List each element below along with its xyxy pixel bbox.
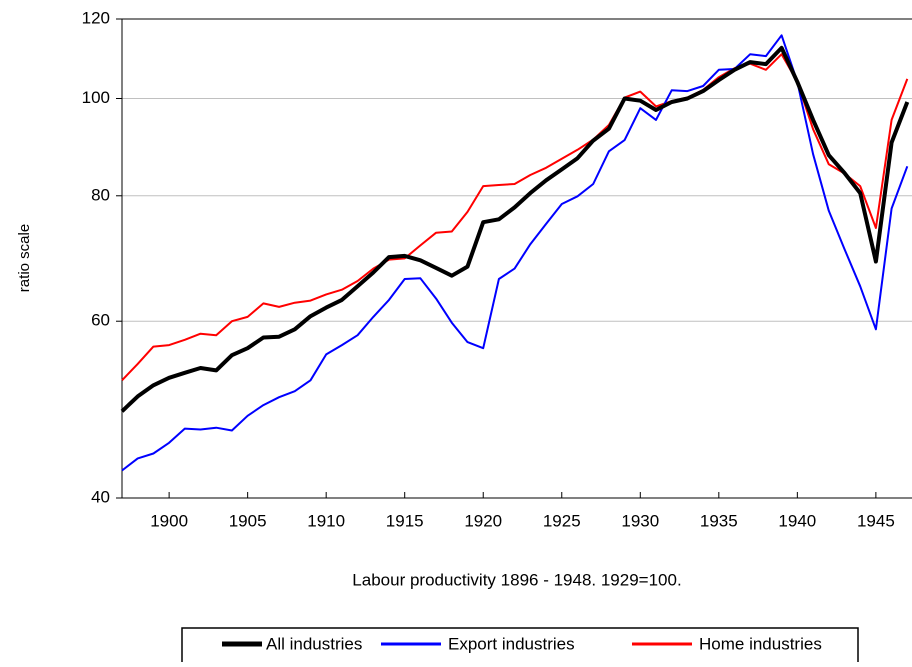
legend-label: Export industries — [448, 634, 575, 653]
plot-frame — [121, 18, 912, 499]
series-line — [121, 53, 909, 381]
x-tick-label: 1935 — [700, 511, 738, 530]
x-tick-label: 1930 — [621, 511, 659, 530]
y-tick-label: 100 — [82, 88, 110, 107]
y-tick-label: 40 — [91, 487, 110, 506]
x-axis-label: Labour productivity 1896 - 1948. 1929=10… — [352, 570, 681, 589]
y-tick-label: 120 — [82, 8, 110, 27]
x-tick-label: 1940 — [778, 511, 816, 530]
legend-label: Home industries — [699, 634, 822, 653]
x-tick-label: 1920 — [464, 511, 502, 530]
y-tick-label: 60 — [91, 311, 110, 330]
x-tick-label: 1925 — [543, 511, 581, 530]
y-axis-label: ratio scale — [16, 224, 33, 292]
x-tick-label: 1945 — [857, 511, 895, 530]
x-tick-label: 1905 — [229, 511, 267, 530]
series-line — [121, 34, 909, 472]
y-tick-label: 80 — [91, 185, 110, 204]
x-tick-label: 1900 — [150, 511, 188, 530]
series-line — [120, 45, 910, 413]
x-tick-label: 1910 — [307, 511, 345, 530]
x-tick-label: 1915 — [386, 511, 424, 530]
legend-box — [181, 627, 859, 667]
legend-label: All industries — [266, 634, 362, 653]
